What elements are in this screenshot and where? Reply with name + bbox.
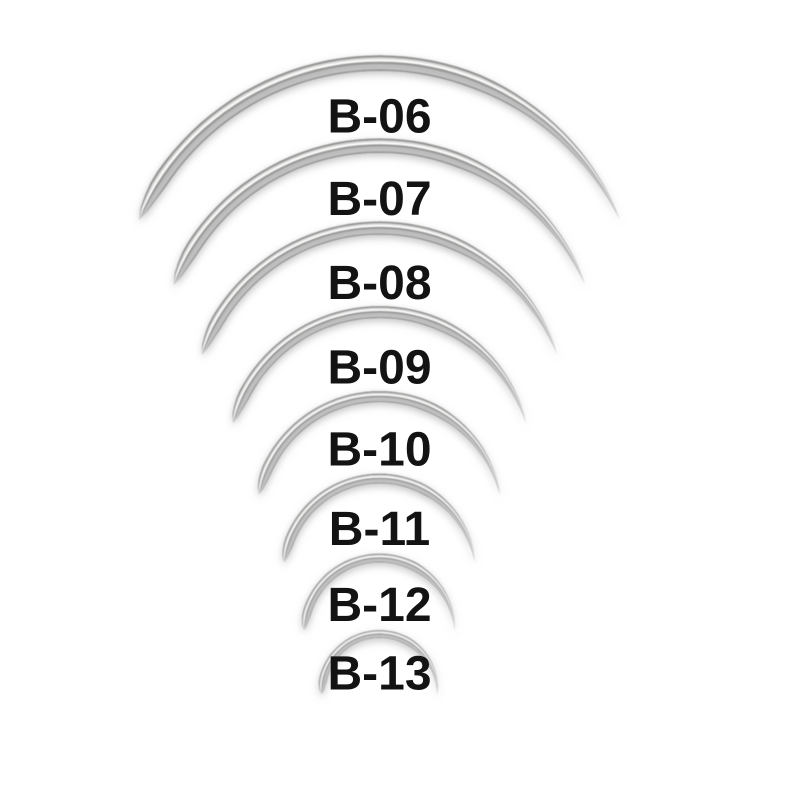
svg-text:B-11: B-11 xyxy=(329,503,430,556)
svg-text:B-07: B-07 xyxy=(327,173,431,226)
svg-text:B-09: B-09 xyxy=(327,342,431,395)
svg-text:B-13: B-13 xyxy=(327,647,431,700)
svg-text:B-06: B-06 xyxy=(327,91,431,144)
svg-text:B-10: B-10 xyxy=(327,424,431,477)
svg-text:B-12: B-12 xyxy=(327,579,431,632)
svg-text:B-08: B-08 xyxy=(327,257,431,310)
